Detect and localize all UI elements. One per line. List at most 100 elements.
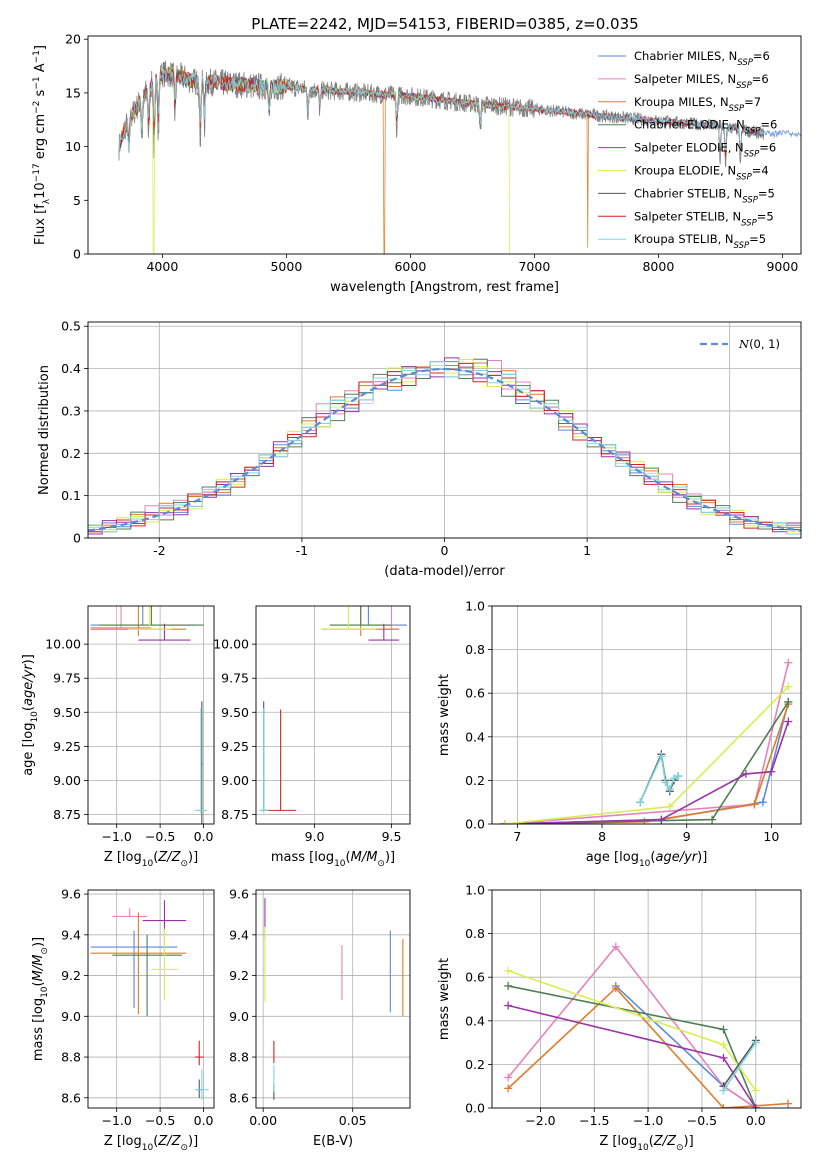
x-tick-label: −1.0 — [101, 1113, 131, 1128]
label-part: M/M — [351, 850, 378, 865]
x-tick-label: 9.5 — [382, 829, 402, 844]
EBV-mass-panel: 0.00 0.05 8.6 8.8 9.0 9.2 9.4 9.6 E(B-V) — [229, 887, 411, 1149]
label-part: 10 — [637, 1143, 649, 1153]
y-tick-label: 10 — [65, 139, 81, 154]
label-part: =6 — [759, 141, 776, 155]
y-tick-label: 9.6 — [229, 887, 249, 902]
y-tick-label: 9.4 — [61, 927, 81, 942]
x-tick-label: 7 — [513, 829, 521, 844]
legend-entry-text: Chabrier STELIB, NSSP=5 — [634, 186, 775, 205]
label-part: ( — [31, 981, 46, 986]
errorbars — [90, 606, 208, 824]
y-tick-label: 9.2 — [61, 968, 81, 983]
label-part: Kroupa STELIB, N — [634, 232, 734, 246]
y-tick-label: 0.4 — [61, 361, 81, 376]
label-part: SSP — [729, 104, 745, 114]
label-part: Z [log — [104, 1134, 142, 1149]
axes-frame — [255, 889, 411, 1109]
x-tick-label: 0.0 — [194, 1113, 214, 1128]
y-tick-label: 10.00 — [45, 637, 81, 652]
legend-entry-text: Chabrier MILES, NSSP=6 — [634, 49, 770, 68]
label-part: −1 — [32, 50, 42, 63]
Z-age-panel: −1.0 −0.5 0.0 8.75 9.00 9.25 9.50 9.75 10.00 Z [l… — [21, 605, 215, 869]
label-part: SSP — [736, 81, 752, 91]
y-tick-label: 0.6 — [465, 970, 485, 985]
x-tick-label: -1 — [296, 543, 308, 558]
x-tick-label: 0.00 — [249, 1113, 277, 1128]
errorbars — [90, 900, 209, 1100]
label-part: ( — [650, 850, 655, 865]
legend-entry-text: Kroupa ELODIE, NSSP=4 — [634, 164, 769, 183]
x-tick-label: 0.0 — [746, 1113, 766, 1128]
label-part: 10 — [30, 711, 40, 723]
x-tick-label: 9.0 — [305, 829, 325, 844]
label-part: Kroupa ELODIE, N — [634, 164, 736, 178]
x-axis-label: Z [log10(Z/Z⊙)] — [599, 1134, 693, 1153]
label-part: mass [log — [31, 998, 46, 1061]
label-part: ( — [649, 1134, 654, 1149]
weight-line — [504, 703, 790, 824]
weight-line — [639, 753, 679, 803]
weight-line — [504, 686, 789, 824]
Z-mass-panel: −1.0 −0.5 0.08.68.89.09.29.49.6Z [log10(Z/… — [31, 887, 215, 1153]
x-axis-label: Z [log10(Z/Z⊙)] — [104, 1134, 198, 1153]
label-part: )] — [188, 1134, 198, 1149]
x-axis-label: Z [log10(Z/Z⊙)] — [104, 850, 198, 869]
x-tick-label: −0.5 — [145, 829, 175, 844]
weight-line — [504, 662, 790, 824]
label-part: ( — [153, 1134, 158, 1149]
x-tick-label: 0.05 — [339, 1113, 367, 1128]
label-part: =6 — [760, 118, 777, 132]
y-tick-label: 0.8 — [465, 642, 485, 657]
y-axis-label: mass weight — [437, 674, 452, 756]
errorbars — [259, 606, 407, 814]
y-tick-label: 10.00 — [213, 637, 249, 652]
label-part: 10 — [142, 859, 154, 869]
x-tick-label: 4000 — [146, 259, 178, 274]
y-tick-label: 9.25 — [53, 739, 81, 754]
label-part: −17 — [32, 163, 42, 182]
y-tick-label: 0.3 — [61, 403, 81, 418]
y-tick-label: 0.2 — [465, 1057, 485, 1072]
label-part: =7 — [744, 95, 761, 109]
x-tick-label: -2 — [153, 543, 165, 558]
y-tick-label: 9.6 — [61, 887, 81, 902]
y-tick-label: 8.6 — [229, 1090, 249, 1105]
label-part: Salpeter STELIB, N — [634, 209, 741, 223]
y-tick-label: 0.4 — [465, 729, 485, 744]
legend-entry-text: Salpeter ELODIE, NSSP=6 — [634, 141, 776, 160]
x-tick-label: 9 — [683, 829, 691, 844]
weight-line — [615, 985, 757, 1108]
y-tick-label: 9.00 — [221, 773, 249, 788]
label-part: mass weight — [437, 674, 452, 756]
x-tick-label: 10 — [763, 829, 779, 844]
y-tick-label: 9.4 — [229, 927, 249, 942]
x-axis-label: mass [log10(M/M⊙)] — [271, 850, 395, 869]
y-tick-label: 8.8 — [229, 1050, 249, 1065]
y-tick-label: 8.75 — [53, 807, 81, 822]
legend-entry-text: Kroupa STELIB, NSSP=5 — [634, 232, 766, 251]
label-part: =6 — [753, 49, 770, 63]
y-axis-label: Flux [fλ10−17 erg cm−2 s−1 A−1] — [32, 45, 52, 245]
label-part: SSP — [741, 218, 757, 228]
y-tick-label: 5 — [73, 193, 81, 208]
x-axis-label: age [log10(age/yr)] — [586, 850, 708, 869]
label-part: SSP — [744, 150, 760, 160]
label-part: −2 — [32, 101, 42, 114]
observed-spectrum-line — [118, 60, 765, 168]
label-part: age/yr — [655, 850, 698, 865]
label-part: age [log — [21, 723, 36, 776]
label-part: N — [738, 337, 750, 351]
y-tick-label: 0.2 — [61, 446, 81, 461]
label-part: Z [log — [104, 850, 142, 865]
figure-title: PLATE=2242, MJD=54153, FIBERID=0385, z=0… — [251, 15, 638, 33]
label-part: 10 — [33, 182, 48, 199]
y-tick-label: 0.1 — [61, 488, 81, 503]
axes-frame — [491, 889, 802, 1109]
weight-line — [507, 945, 757, 1108]
x-tick-label: 8 — [598, 829, 606, 844]
label-part: Normed distribution — [37, 365, 52, 495]
axes-frame — [87, 605, 215, 825]
residual-histograms — [88, 357, 801, 535]
axes-frame — [491, 605, 802, 825]
